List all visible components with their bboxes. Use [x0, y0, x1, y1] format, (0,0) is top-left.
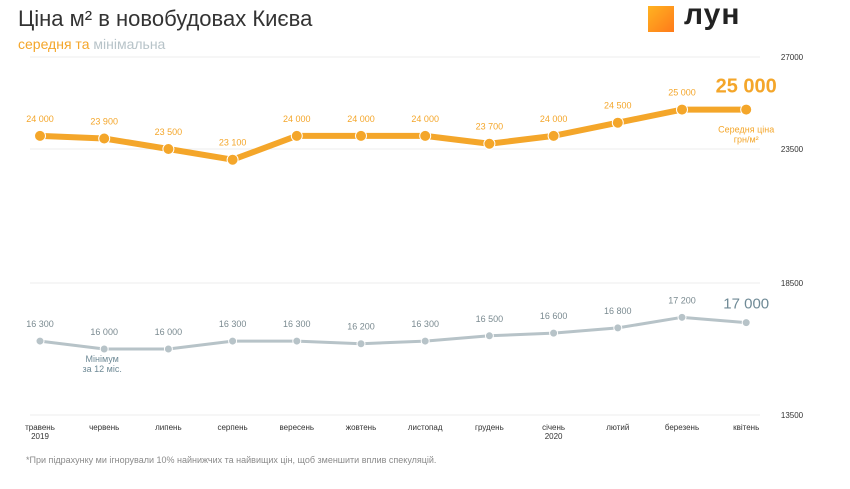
subtitle-minimum: мінімальна [93, 36, 166, 52]
lun-logo[interactable]: лун [648, 0, 758, 36]
data-point-average [355, 129, 367, 142]
data-point-average [483, 137, 496, 150]
data-label-minimum: 16 300 [283, 319, 311, 329]
data-label-average: 24 000 [347, 114, 375, 124]
data-point-minimum [549, 328, 559, 338]
x-tick-label: березень [665, 423, 699, 432]
data-label-average: 24 000 [411, 114, 439, 124]
subtitle-and: та [71, 36, 94, 52]
data-point-minimum [163, 344, 173, 354]
x-tick-label: 2020 [545, 432, 563, 441]
x-tick-label: січень [542, 423, 565, 432]
last-value-label-minimum: 17 000 [723, 296, 769, 313]
data-point-minimum [484, 331, 494, 341]
series-line-average [37, 106, 750, 163]
data-label-average: 25 000 [668, 88, 696, 98]
data-point-average [611, 116, 624, 129]
x-tick-label: жовтень [346, 423, 376, 432]
minimum-annotation: за 12 міс. [83, 364, 122, 374]
x-tick-label: квітень [733, 423, 759, 432]
x-tick-label: листопад [408, 423, 443, 432]
data-label-average: 24 000 [283, 114, 311, 124]
x-tick-label: серпень [217, 423, 247, 432]
data-point-minimum [99, 344, 109, 354]
last-value-label-average: 25 000 [716, 76, 777, 98]
data-point-average [226, 153, 239, 166]
data-point-average [740, 103, 753, 116]
series-caption-average: Середня ціна [718, 125, 774, 135]
lun-logo-text: лун [684, 0, 741, 31]
y-tick-label: 13500 [781, 411, 804, 420]
data-label-minimum: 16 000 [155, 327, 183, 337]
data-label-minimum: 16 800 [604, 306, 632, 316]
data-point-minimum [613, 323, 623, 333]
data-point-average [162, 143, 175, 155]
data-label-minimum: 16 500 [476, 314, 504, 324]
x-tick-label: 2019 [31, 432, 49, 441]
data-label-average: 24 000 [26, 114, 54, 124]
data-label-minimum: 16 000 [90, 327, 118, 337]
data-label-average: 23 100 [219, 138, 247, 148]
data-point-minimum [35, 336, 45, 346]
data-label-minimum: 16 200 [347, 322, 375, 332]
data-label-minimum: 16 300 [26, 319, 54, 329]
subtitle-average: середня [18, 36, 72, 52]
data-label-average: 24 500 [604, 101, 632, 111]
data-point-minimum [741, 318, 751, 328]
data-label-minimum: 16 300 [219, 319, 247, 329]
chart-subtitle: середня та мінімальна [18, 36, 165, 52]
footnote: *При підрахунку ми ігнорували 10% найниж… [26, 455, 437, 465]
data-point-minimum [356, 339, 366, 349]
y-tick-label: 23500 [781, 145, 804, 154]
lun-logo-square-icon [648, 6, 674, 32]
x-tick-label: вересень [280, 423, 315, 432]
data-label-minimum: 16 600 [540, 311, 568, 321]
x-tick-label: лютий [606, 423, 629, 432]
data-point-minimum [420, 336, 430, 346]
series-line-minimum [38, 315, 748, 351]
data-point-average [419, 129, 432, 142]
data-label-average: 23 900 [90, 116, 118, 126]
data-label-minimum: 17 200 [668, 295, 696, 305]
data-point-average [98, 132, 111, 145]
data-label-minimum: 16 300 [411, 319, 439, 329]
data-label-average: 23 700 [476, 122, 504, 132]
data-point-average [547, 129, 560, 142]
x-tick-label: травень [25, 423, 55, 432]
data-point-average [290, 129, 303, 142]
data-point-minimum [292, 336, 302, 346]
y-tick-label: 18500 [781, 279, 804, 288]
data-label-average: 24 000 [540, 114, 568, 124]
data-point-minimum [228, 336, 238, 346]
x-tick-label: липень [155, 423, 182, 432]
data-point-average [676, 103, 688, 116]
chart-title: Ціна м² в новобудовах Києва [18, 6, 313, 31]
data-point-average [34, 129, 46, 142]
x-tick-label: червень [89, 423, 119, 432]
data-point-minimum [677, 312, 687, 322]
series-caption-average: грн/м² [734, 135, 759, 145]
minimum-annotation: Мінімум [86, 354, 119, 364]
y-tick-label: 27000 [781, 53, 804, 62]
x-tick-label: грудень [475, 423, 504, 432]
data-label-average: 23 500 [155, 127, 183, 137]
